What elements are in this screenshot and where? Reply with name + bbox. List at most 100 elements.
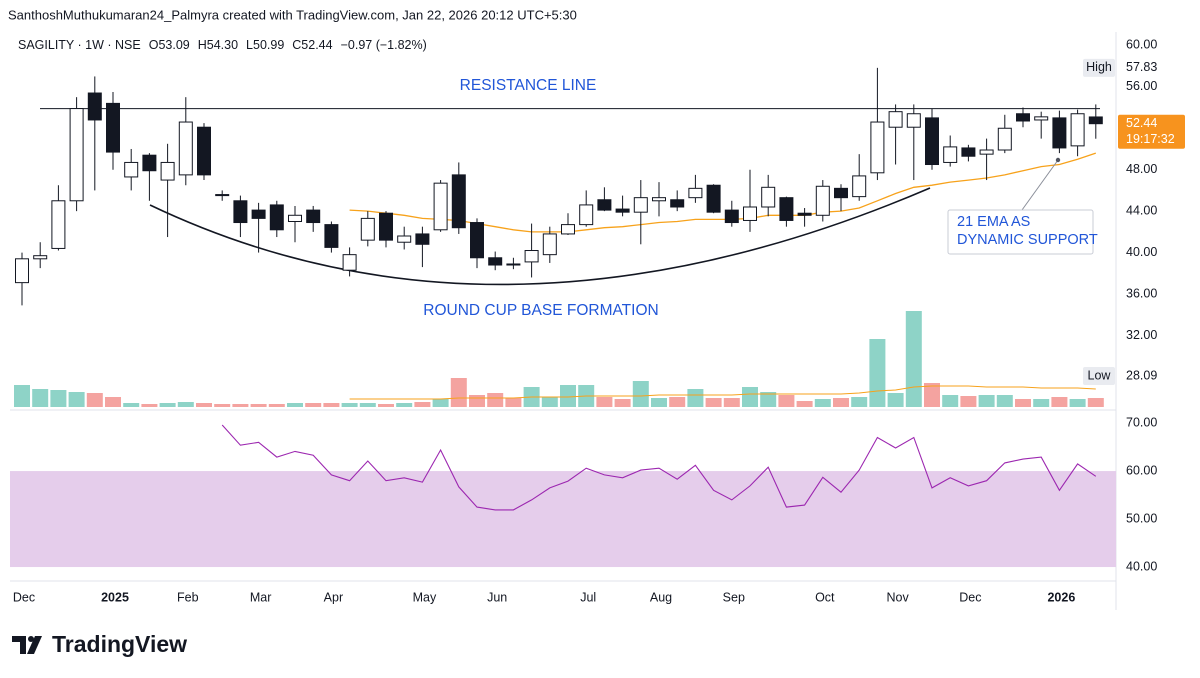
- volume-bar: [287, 403, 303, 407]
- volume-bar: [614, 399, 631, 407]
- attribution: SanthoshMuthukumaran24_Palmyra created w…: [8, 7, 577, 22]
- candle-body: [906, 113, 921, 128]
- rsi-tick-label: 50.00: [1126, 511, 1157, 525]
- volume-bar: [814, 399, 831, 407]
- y-tick-label: 60.00: [1126, 38, 1157, 52]
- candle-body: [979, 149, 994, 155]
- candle-body: [342, 254, 357, 271]
- high-marker-value: 57.83: [1126, 60, 1157, 74]
- candle-body: [306, 209, 321, 224]
- candle-body: [106, 102, 120, 153]
- x-tick-label: 2026: [1047, 590, 1075, 604]
- y-tick-label: 56.00: [1126, 79, 1157, 93]
- volume-bar: [1033, 399, 1050, 407]
- candle-body: [997, 127, 1012, 151]
- rsi-band: [10, 471, 1116, 568]
- low-marker-box: [1083, 366, 1115, 385]
- volume-bar: [232, 404, 249, 407]
- cup-curve: [149, 187, 931, 286]
- candle-body: [1052, 117, 1067, 149]
- last-price-box: [1118, 114, 1185, 149]
- volume-bar: [323, 403, 340, 407]
- volume-bar: [669, 397, 686, 407]
- x-tick-label: Feb: [177, 590, 199, 604]
- candle-body: [124, 161, 139, 178]
- volume-bar: [1051, 397, 1068, 407]
- volume-bar: [305, 403, 322, 407]
- volume-bar: [978, 395, 995, 407]
- candle-body: [269, 204, 284, 231]
- volume-bar: [177, 402, 194, 407]
- x-tick-label: Sep: [723, 590, 745, 604]
- legend-item: O53.09: [149, 38, 190, 52]
- legend-item: H54.30: [198, 38, 238, 52]
- volume-bar: [833, 398, 849, 407]
- volume-bar: [560, 385, 576, 407]
- volume-bar: [50, 390, 67, 407]
- volume-bar: [705, 398, 722, 407]
- y-tick-label: 36.00: [1126, 286, 1157, 300]
- x-tick-label: Nov: [886, 590, 909, 604]
- candle-body: [178, 121, 193, 176]
- volume-bar: [687, 389, 704, 407]
- candle-body: [288, 214, 302, 223]
- legend-item: L50.99: [246, 38, 284, 52]
- volume-bar: [505, 398, 522, 407]
- candle-body: [688, 187, 703, 199]
- candle-body: [142, 154, 157, 172]
- candle-body: [470, 222, 484, 259]
- volume-bar: [141, 404, 158, 407]
- volume-bar: [359, 403, 376, 407]
- candle-body: [870, 121, 885, 174]
- rsi-tick-label: 70.00: [1126, 415, 1157, 429]
- candle-body: [724, 209, 739, 224]
- x-tick-label: Apr: [324, 590, 343, 604]
- candle-body: [743, 206, 757, 221]
- callout-dot: [1055, 157, 1061, 163]
- candle-body: [233, 200, 248, 224]
- y-tick-label: 40.00: [1126, 245, 1157, 259]
- volume-bar: [869, 339, 886, 407]
- candle-body: [815, 185, 830, 216]
- y-tick-label: 48.00: [1126, 162, 1157, 176]
- rsi-tick-label: 60.00: [1126, 463, 1157, 477]
- volume-bar: [396, 403, 413, 407]
- volume-bar: [851, 397, 868, 407]
- volume-bar: [596, 397, 613, 407]
- volume-bar: [32, 389, 49, 407]
- volume-bar: [123, 403, 140, 407]
- volume-bar: [887, 393, 904, 407]
- candle-body: [925, 117, 939, 166]
- high-marker-box: [1083, 58, 1115, 77]
- volume-ma: [349, 385, 1096, 400]
- x-tick-label: Aug: [650, 590, 672, 604]
- x-tick-label: Dec: [959, 590, 981, 604]
- candle-body: [506, 263, 521, 266]
- rsi-line: [221, 424, 1097, 511]
- candle-body: [961, 147, 976, 157]
- volume-bar: [469, 395, 485, 407]
- last-price-countdown: 19:17:32: [1126, 132, 1175, 146]
- volume-bar: [341, 403, 358, 407]
- x-tick-label: Dec: [13, 590, 35, 604]
- logo-mark: [12, 636, 26, 654]
- candle-body: [834, 187, 848, 199]
- volume-bar: [86, 393, 103, 407]
- low-marker-value: 28.09: [1126, 368, 1157, 382]
- volume-bar: [1015, 399, 1031, 407]
- candle-body: [197, 126, 211, 176]
- rsi-tick-label: 40.00: [1126, 559, 1157, 573]
- candle-body: [160, 161, 175, 181]
- x-tick-label: Mar: [250, 590, 272, 604]
- volume-bar: [214, 404, 231, 407]
- candle-body: [69, 108, 84, 202]
- candle-body: [670, 199, 685, 208]
- volume-bar: [742, 387, 758, 407]
- candle-body: [633, 197, 648, 213]
- legend-item: SAGILITY · 1W · NSE: [18, 38, 141, 52]
- volume-bar: [432, 399, 449, 407]
- candle-body: [397, 235, 412, 243]
- volume-bar: [942, 395, 959, 407]
